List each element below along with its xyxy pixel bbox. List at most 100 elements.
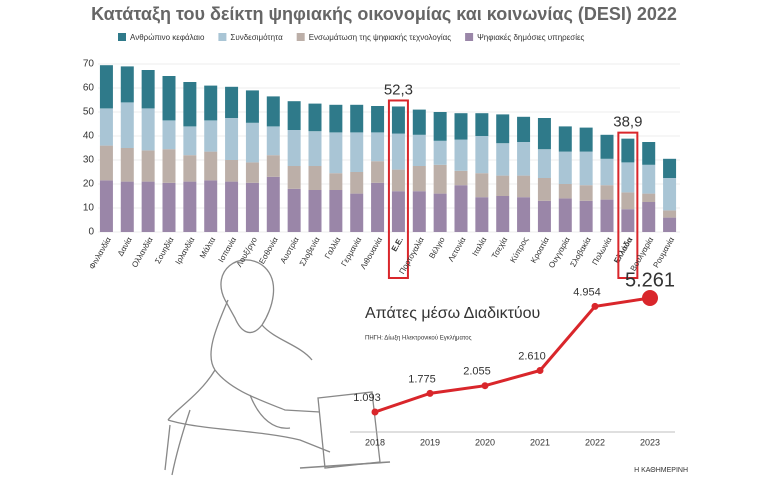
bar-segment bbox=[663, 210, 677, 218]
bar-segment bbox=[287, 130, 301, 166]
bar-segment bbox=[537, 200, 551, 232]
bar-segment bbox=[475, 197, 489, 232]
value-label: 5.261 bbox=[625, 269, 675, 291]
bar-segment bbox=[642, 193, 656, 202]
bar-segment bbox=[517, 142, 531, 176]
legend-swatch bbox=[465, 33, 474, 41]
bar-segment bbox=[600, 134, 614, 159]
bar-segment bbox=[391, 106, 405, 134]
point bbox=[642, 290, 658, 306]
x-tick-label: Πολωνία bbox=[590, 235, 613, 266]
bar-segment bbox=[579, 185, 593, 201]
bar-segment bbox=[642, 142, 656, 165]
x-tick-label: 2020 bbox=[475, 437, 495, 447]
bar-segment bbox=[266, 176, 280, 232]
value-label: 2.055 bbox=[463, 366, 491, 378]
bar-segment bbox=[266, 155, 280, 177]
bar-segment bbox=[558, 198, 572, 232]
bar-segment bbox=[517, 197, 531, 232]
bar-segment bbox=[120, 181, 134, 232]
x-tick-label: Σλοβενία bbox=[298, 235, 322, 267]
bar-segment bbox=[329, 173, 343, 190]
bar-segment bbox=[537, 178, 551, 201]
x-tick-label: Δανία bbox=[116, 235, 134, 257]
bar-segment bbox=[537, 118, 551, 150]
bar-segment bbox=[183, 82, 197, 127]
point bbox=[371, 408, 379, 416]
y-tick-label: 20 bbox=[83, 179, 95, 190]
bar-segment bbox=[454, 170, 468, 186]
bar-segment bbox=[99, 145, 113, 181]
bar-segment bbox=[350, 193, 364, 232]
bar-segment bbox=[287, 166, 301, 189]
chart-title: Κατάταξη του δείκτη ψηφιακής οικονομίας … bbox=[91, 4, 677, 25]
bar-segment bbox=[496, 114, 510, 144]
bar-segment bbox=[99, 180, 113, 232]
point bbox=[426, 389, 434, 397]
bar-segment bbox=[204, 120, 218, 152]
bar-segment bbox=[475, 113, 489, 136]
bar-segment bbox=[308, 190, 322, 232]
x-tick-label: Σλοβακία bbox=[568, 235, 592, 268]
bar-segment bbox=[600, 158, 614, 186]
bar-segment bbox=[120, 66, 134, 103]
bar-segment bbox=[663, 178, 677, 211]
bar-segment bbox=[517, 175, 531, 198]
bar-segment bbox=[454, 139, 468, 171]
bar-segment bbox=[287, 188, 301, 232]
line-title: Απάτες μέσω Διαδικτύου bbox=[365, 305, 540, 322]
bar-segment bbox=[329, 104, 343, 133]
bar-segment bbox=[141, 70, 155, 109]
bar-segment bbox=[266, 126, 280, 156]
x-tick-label: 2019 bbox=[420, 437, 440, 447]
value-label: 4.954 bbox=[573, 286, 601, 298]
y-tick-label: 40 bbox=[83, 131, 95, 142]
x-tick-label: Ελλάδα bbox=[612, 235, 634, 265]
bar-segment bbox=[663, 158, 677, 178]
bar-segment bbox=[225, 181, 239, 232]
legend-swatch bbox=[296, 33, 305, 41]
x-tick-label: Αυστρία bbox=[279, 235, 301, 265]
bar-segment bbox=[204, 85, 218, 121]
bar-segment bbox=[225, 160, 239, 182]
legend-swatch bbox=[118, 33, 126, 41]
bar-segment bbox=[204, 180, 218, 232]
value-label: 2.610 bbox=[518, 350, 546, 362]
y-tick-label: 50 bbox=[83, 107, 95, 118]
x-tick-label: Γαλλία bbox=[323, 235, 343, 260]
bar-segment bbox=[141, 181, 155, 232]
bar-segment bbox=[350, 172, 364, 194]
bar-segment bbox=[621, 162, 635, 193]
bar-segment bbox=[475, 173, 489, 198]
legend-label: Ανθρώπινο κεφάλαιο bbox=[130, 33, 205, 42]
bar-segment bbox=[496, 143, 510, 176]
bar-segment bbox=[183, 126, 197, 156]
x-tick-label: Κροατία bbox=[529, 235, 551, 265]
bar-segment bbox=[663, 217, 677, 232]
x-tick-label: Φινλανδία bbox=[87, 235, 113, 271]
bar-segment bbox=[350, 132, 364, 172]
line bbox=[374, 296, 651, 414]
y-tick-label: 60 bbox=[83, 83, 95, 94]
bar-segment bbox=[537, 149, 551, 178]
bar-segment bbox=[183, 155, 197, 182]
bar-segment bbox=[162, 120, 176, 150]
bar-segment bbox=[245, 182, 259, 232]
legend-label: Ενσωμάτωση της ψηφιακής τεχνολογίας bbox=[309, 33, 452, 42]
bar-segment bbox=[412, 166, 426, 192]
bar-segment bbox=[579, 200, 593, 232]
legend-label: Ψηφιακές δημόσιες υπηρεσίες bbox=[477, 33, 584, 42]
bar-segment bbox=[120, 148, 134, 182]
bar-segment bbox=[371, 182, 385, 232]
x-tick-label: Σουηδία bbox=[153, 235, 176, 265]
bar-segment bbox=[329, 132, 343, 174]
x-tick-label: Ιταλία bbox=[470, 235, 488, 257]
annotation: 38,9 bbox=[613, 114, 642, 131]
bar-segment bbox=[412, 134, 426, 166]
bar-segment bbox=[308, 131, 322, 166]
bar-segment bbox=[558, 151, 572, 184]
bar-segment bbox=[245, 162, 259, 183]
credit: Η ΚΑΘΗΜΕΡΙΝΗ bbox=[634, 467, 688, 474]
bar-segment bbox=[225, 86, 239, 118]
